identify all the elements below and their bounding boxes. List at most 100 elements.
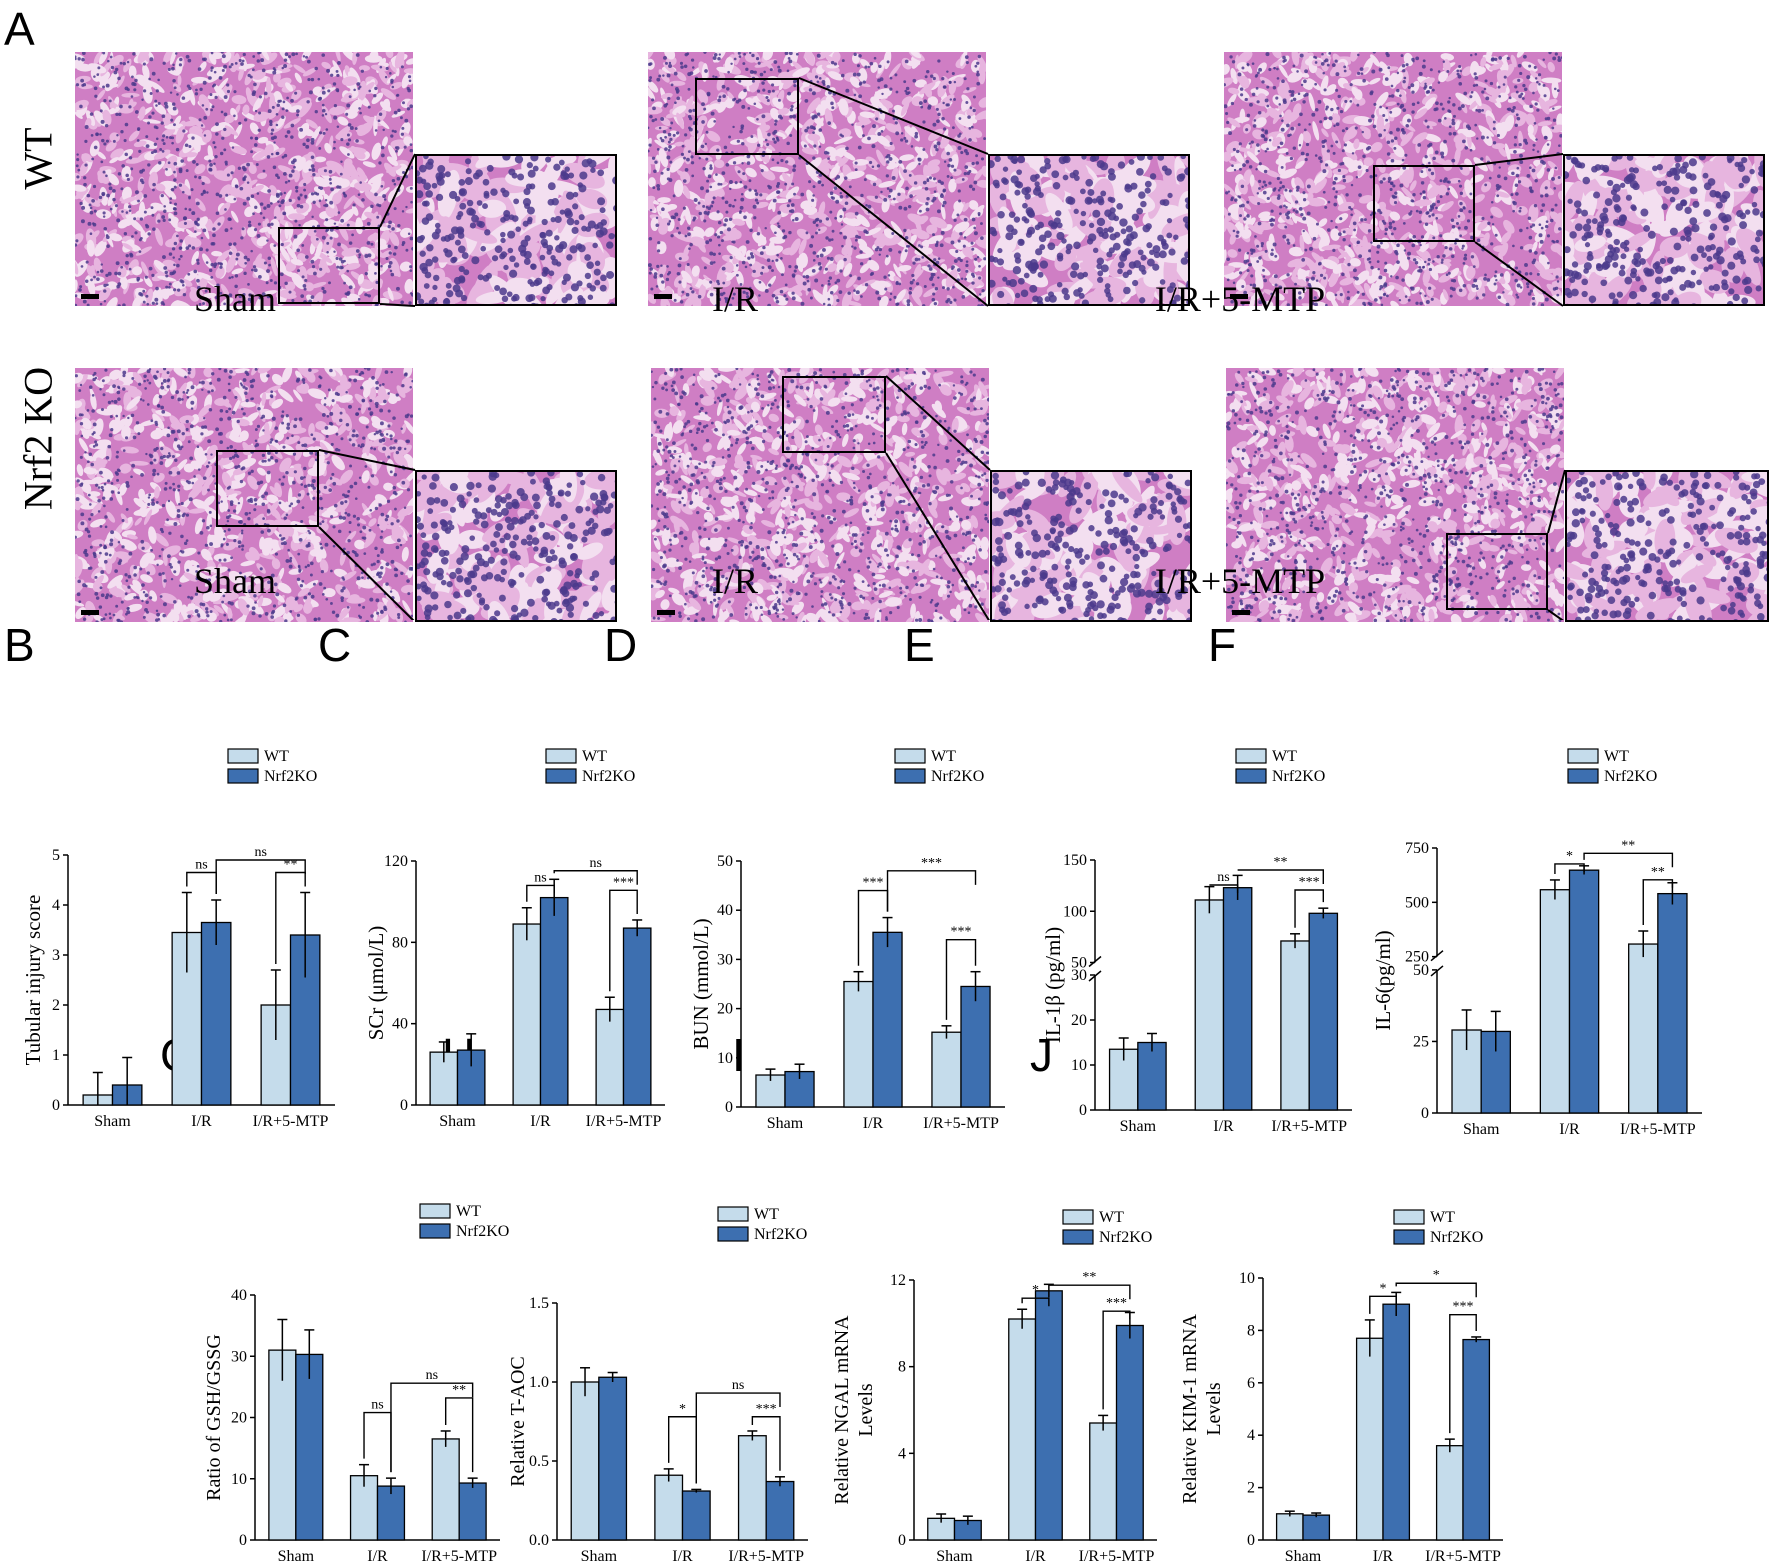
legend-label-b-0: WT [264,748,289,765]
significance-label-e: ns [1217,870,1229,885]
bar-j-wt-2 [1435,1445,1464,1541]
significance-label-g: ** [452,1383,466,1398]
significance-bracket-f [1583,852,1674,868]
y-tick-label-b: 0 [52,1097,60,1114]
significance-bracket-c [526,884,555,902]
y-tick-label-e: 30 [1071,967,1087,984]
x-tick-label-i: Sham [936,1548,973,1565]
significance-label-b: ns [195,858,207,873]
y-tick-label-i: 0 [898,1532,906,1549]
x-tick-label-g: I/R+5-MTP [421,1548,497,1565]
significance-bracket-d [945,939,977,1020]
significance-bracket-j [1449,1313,1477,1434]
condition-label-ir-ko: I/R [711,561,758,601]
significance-bracket-g [444,1397,474,1473]
axis-break-mark-f [1430,965,1444,977]
bar-e-wt-1 [1194,899,1225,1111]
legend-label-d-1: Nrf2KO [931,768,984,785]
legend-swatch-h-1 [717,1226,749,1242]
bar-j-nrf2ko-2 [1462,1338,1491,1541]
bar-d-nrf2ko-2 [960,985,991,1108]
x-tick-label-j: I/R+5-MTP [1425,1548,1501,1565]
y-axis-label-f: IL-6(pg/ml) [1371,930,1395,1030]
bar-i-nrf2ko-1 [1034,1290,1063,1541]
y-tick-label-e: 10 [1071,1057,1087,1074]
scale-bar-wt-ir-5mtp [1230,294,1248,299]
bar-h-wt-2 [737,1435,767,1541]
y-axis-label-g: Ratio of GSH/GSSG [203,1334,225,1501]
legend-label-e-0: WT [1272,748,1297,765]
y-tick-label-h: 1.5 [529,1295,549,1312]
x-tick-label-j: I/R [1373,1548,1394,1565]
y-tick-label-j: 8 [1247,1322,1255,1339]
zoom-box-ko-ir-5mtp [1446,533,1548,610]
significance-label-i: * [1032,1283,1039,1298]
legend-swatch-d-1 [894,768,926,784]
x-tick-label-g: Sham [278,1548,315,1565]
bar-h-nrf2ko-0 [598,1376,628,1541]
significance-label-j: *** [1453,1300,1474,1315]
inset-wt-sham [415,154,617,306]
y-tick-label-j: 6 [1247,1375,1255,1392]
significance-bracket-d [886,870,977,912]
condition-label-ir-5mtp-wt: I/R+5-MTP [1154,279,1326,319]
bar-c-nrf2ko-2 [622,927,652,1106]
y-tick-label-g: 40 [231,1287,247,1304]
x-tick-label-f: Sham [1463,1121,1500,1138]
inset-ko-ir [990,470,1192,622]
x-tick-label-d: I/R [863,1115,884,1132]
x-tick-label-h: Sham [581,1548,618,1565]
condition-label-ir-wt: I/R [711,279,758,319]
inset-wt-ir-5mtp [1563,154,1765,306]
bar-i-wt-1 [1008,1318,1037,1541]
significance-bracket-f [1642,879,1674,926]
y-tick-label-e: 150 [1063,852,1087,869]
bar-j-wt-0 [1275,1513,1304,1541]
legend-label-j-1: Nrf2KO [1430,1229,1483,1246]
significance-label-i: ** [1082,1270,1096,1285]
panel-letter-e: E [904,619,935,671]
bar-h-nrf2ko-1 [681,1490,711,1541]
legend-label-i-1: Nrf2KO [1099,1229,1152,1246]
significance-label-f: ** [1621,838,1635,853]
y-tick-label-g: 0 [239,1532,247,1549]
x-tick-label-h: I/R+5-MTP [728,1548,804,1565]
bar-c-nrf2ko-1 [539,896,569,1106]
condition-label-sham-ko: Sham [193,561,276,601]
significance-label-d: *** [921,856,942,871]
y-axis-label-h: Relative T-AOC [507,1356,529,1487]
x-tick-label-c: I/R [530,1113,551,1130]
scale-bar-wt-ir [654,294,672,299]
micrograph-ko-ir-5mtp [1226,368,1564,622]
y-axis-label-j: Levels [1203,1382,1225,1436]
significance-bracket-i [1102,1310,1131,1410]
legend-swatch-b-0 [227,748,259,764]
axis-break-mark-f [1430,950,1444,962]
panel-letter-d: D [604,619,638,671]
panel-letter-a: A [4,3,35,55]
y-tick-label-i: 12 [890,1272,906,1289]
legend-label-j-0: WT [1430,1209,1455,1226]
bar-c-wt-1 [512,923,542,1106]
x-tick-label-f: I/R+5-MTP [1620,1121,1696,1138]
y-tick-label-e: 20 [1071,1012,1087,1029]
y-tick-label-d: 50 [717,853,733,870]
x-tick-label-c: I/R+5-MTP [586,1113,662,1130]
panel-letter-c: C [318,619,352,671]
scale-bar-ko-sham [81,610,99,615]
bar-j-wt-1 [1355,1337,1384,1541]
legend-swatch-f-0 [1567,748,1599,764]
bar-g-nrf2ko-1 [376,1485,406,1541]
legend-label-f-1: Nrf2KO [1604,768,1657,785]
axis-break-mark-e [1088,955,1102,968]
y-tick-label-e: 50 [1071,955,1087,972]
x-tick-label-f: I/R [1559,1121,1580,1138]
inset-ko-sham [415,470,617,622]
significance-label-h: *** [756,1402,777,1417]
x-tick-label-e: I/R+5-MTP [1271,1118,1347,1135]
y-tick-label-j: 4 [1247,1427,1255,1444]
bar-j-nrf2ko-0 [1302,1514,1331,1541]
x-tick-label-b: I/R+5-MTP [253,1113,329,1130]
bar-f-wt-2 [1628,943,1659,1114]
legend-swatch-c-0 [545,748,577,764]
